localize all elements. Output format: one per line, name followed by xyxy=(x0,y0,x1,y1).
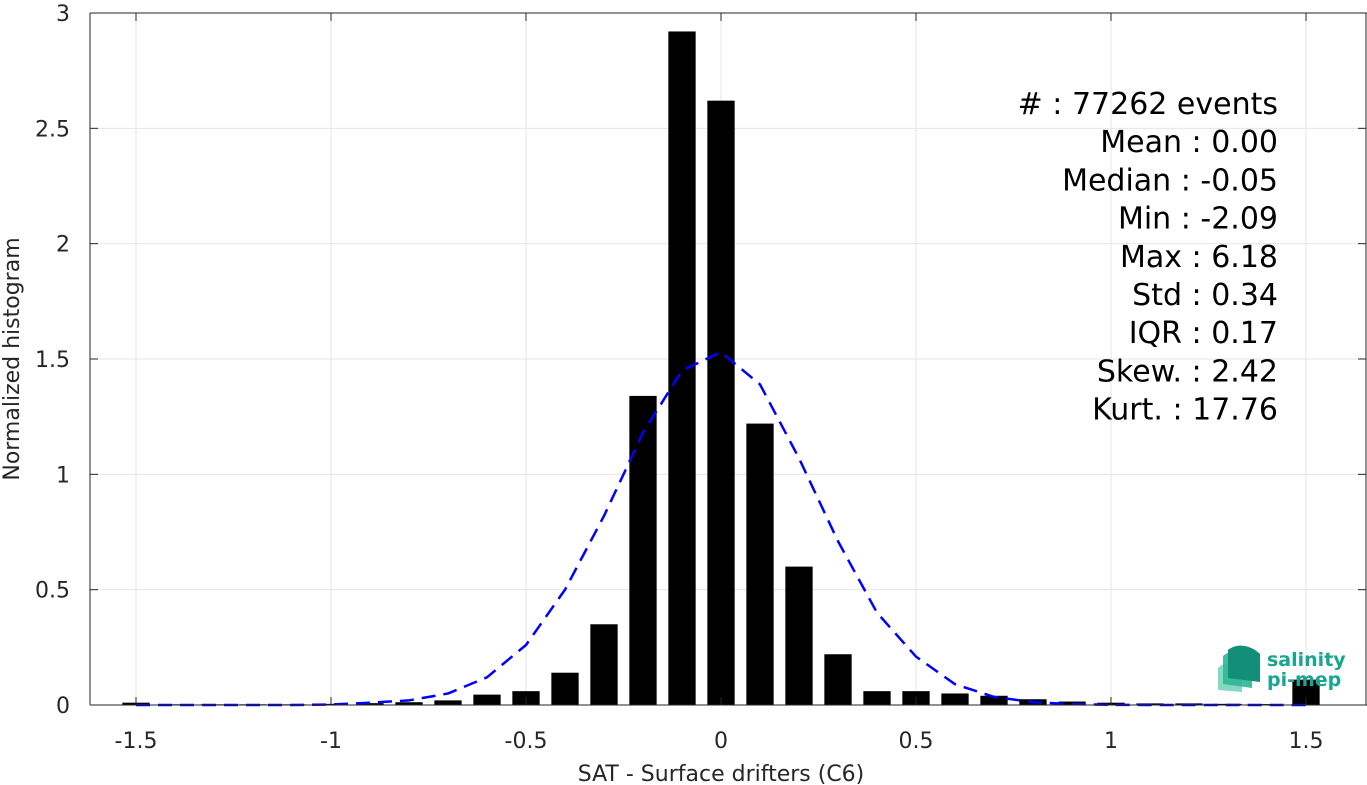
y-tick-label: 1 xyxy=(56,463,70,488)
histogram-bar xyxy=(434,700,462,705)
logo-text-salinity: salinity xyxy=(1267,649,1346,671)
x-tick-label: 1.5 xyxy=(1289,729,1324,754)
stat-line: IQR : 0.17 xyxy=(1129,316,1278,351)
stat-line: Min : -2.09 xyxy=(1118,202,1278,237)
histogram-bar xyxy=(785,566,813,705)
histogram-bar xyxy=(863,691,891,705)
stat-line: Skew. : 2.42 xyxy=(1097,354,1278,389)
logo-mark xyxy=(1218,645,1260,692)
x-axis-label: SAT - Surface drifters (C6) xyxy=(578,762,865,785)
x-ticks: -1.5 -1 -0.5 0 0.5 1 1.5 xyxy=(115,13,1324,754)
y-axis-label: Normalized histogram xyxy=(0,237,25,480)
y-tick-label: 2 xyxy=(56,233,70,258)
histogram-bars xyxy=(122,31,1320,706)
x-tick-label: -0.5 xyxy=(505,729,548,754)
x-tick-label: 1 xyxy=(1104,729,1118,754)
y-tick-label: 1.5 xyxy=(35,348,70,373)
histogram-bar xyxy=(590,624,618,705)
y-tick-label: 2.5 xyxy=(35,117,70,142)
salinity-pi-mep-logo: salinity pi-mep xyxy=(1218,645,1346,692)
histogram-bar xyxy=(395,702,423,705)
stat-line: # : 77262 events xyxy=(1018,87,1278,122)
x-tick-label: -1 xyxy=(320,729,342,754)
x-tick-label: 0.5 xyxy=(899,729,934,754)
y-tick-label: 0 xyxy=(56,694,70,719)
histogram-bar xyxy=(551,672,579,705)
histogram-bar xyxy=(980,695,1008,705)
stat-line: Kurt. : 17.76 xyxy=(1092,393,1278,428)
histogram-bar xyxy=(746,423,774,705)
stat-line: Median : -0.05 xyxy=(1062,163,1278,198)
histogram-bar xyxy=(356,703,384,705)
y-tick-label: 0.5 xyxy=(35,579,70,604)
x-tick-label: -1.5 xyxy=(115,729,158,754)
histogram-bar xyxy=(668,31,696,706)
stat-line: Max : 6.18 xyxy=(1120,240,1278,275)
x-tick-label: 0 xyxy=(714,729,728,754)
histogram-bar xyxy=(824,654,852,705)
histogram-bar xyxy=(941,693,969,705)
histogram-bar xyxy=(707,100,735,706)
stat-line: Mean : 0.00 xyxy=(1100,125,1278,160)
y-ticks: 0 0.5 1 1.5 2 2.5 3 xyxy=(35,2,1366,719)
histogram-bar xyxy=(473,694,501,705)
histogram-bar xyxy=(629,395,657,705)
stat-line: Std : 0.34 xyxy=(1132,278,1278,313)
logo-text-pi-mep: pi-mep xyxy=(1267,669,1341,691)
y-tick-label: 3 xyxy=(56,2,70,27)
